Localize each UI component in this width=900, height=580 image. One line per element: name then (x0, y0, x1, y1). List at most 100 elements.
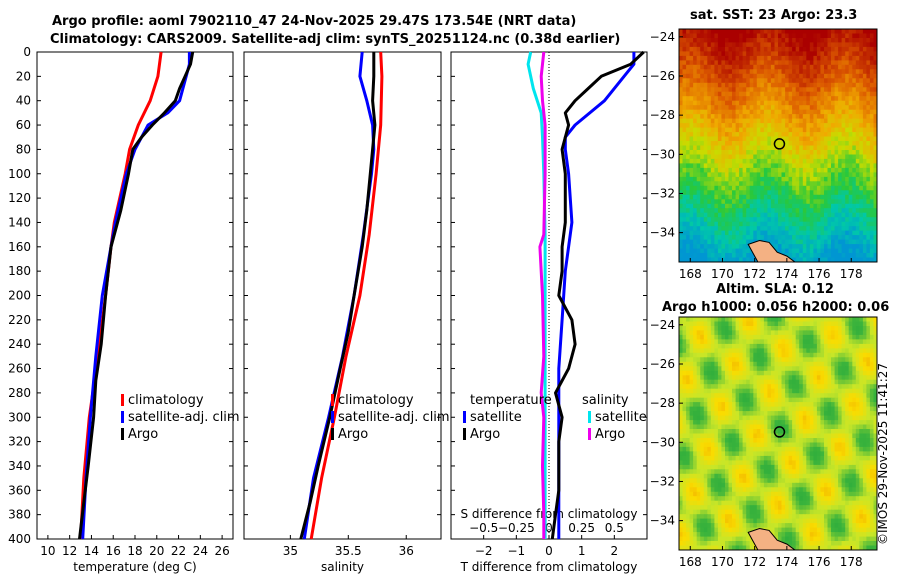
map-cell (813, 69, 818, 75)
map-cell (714, 87, 719, 93)
map-cell (859, 420, 864, 426)
map-cell (774, 46, 779, 52)
map-cell (852, 176, 857, 182)
map-cell (753, 51, 758, 57)
map-cell (845, 29, 850, 35)
map-cell (717, 199, 722, 205)
map-cell (869, 190, 874, 196)
map-cell (696, 397, 701, 403)
map-cell (816, 127, 821, 133)
map-cell (845, 366, 850, 372)
map-cell (717, 433, 722, 439)
map-cell (824, 455, 829, 461)
map-cell (707, 163, 712, 169)
map-cell (873, 433, 877, 439)
map-cell (714, 253, 719, 259)
map-cell (816, 73, 821, 79)
map-cell (802, 51, 807, 57)
map-cell (806, 384, 811, 390)
map-cell (689, 105, 694, 111)
map-cell (862, 438, 867, 444)
map-cell (742, 455, 747, 461)
map-cell (707, 203, 712, 209)
map-cell (834, 154, 839, 160)
map-cell (834, 136, 839, 142)
map-cell (838, 244, 843, 250)
map-cell (827, 127, 832, 133)
map-cell (852, 33, 857, 39)
map-cell (809, 78, 814, 84)
map-cell (852, 194, 857, 200)
map-cell (693, 38, 698, 44)
map-cell (813, 167, 818, 173)
map-cell (845, 429, 850, 435)
map-cell (831, 326, 836, 332)
map-cell (714, 199, 719, 205)
map-cell (785, 33, 790, 39)
map-cell (852, 379, 857, 385)
map-cell (700, 253, 705, 259)
map-cell (679, 203, 684, 209)
map-cell (739, 411, 744, 417)
map-cell (795, 203, 800, 209)
map-cell (774, 132, 779, 138)
map-cell (852, 235, 857, 241)
map-cell (824, 393, 829, 399)
map-cell (806, 424, 811, 430)
map-cell (827, 203, 832, 209)
map-cell (767, 330, 772, 336)
map-cell (866, 334, 871, 340)
map-cell (746, 424, 751, 430)
map-cell (831, 352, 836, 358)
map-cell (788, 55, 793, 61)
map-cell (774, 438, 779, 444)
map-cell (735, 393, 740, 399)
map-cell (693, 145, 698, 151)
map-cell (869, 199, 874, 205)
map-cell (770, 352, 775, 358)
map-cell (816, 424, 821, 430)
map-cell (703, 330, 708, 336)
map-cell (725, 433, 730, 439)
map-cell (770, 136, 775, 142)
map-cell (700, 123, 705, 129)
map-cell (806, 244, 811, 250)
map-cell (806, 154, 811, 160)
map-cell (834, 46, 839, 52)
map-cell (756, 379, 761, 385)
map-cell (717, 326, 722, 332)
map-cell (831, 230, 836, 236)
map-cell (693, 257, 698, 262)
map-cell (732, 158, 737, 164)
map-cell (873, 33, 877, 39)
map-cell (778, 190, 783, 196)
map-cell (682, 361, 687, 367)
map-cell (710, 253, 715, 259)
map-cell (721, 415, 726, 421)
map-cell (735, 212, 740, 218)
map-cell (827, 339, 832, 345)
map-cell (770, 190, 775, 196)
map-cell (703, 100, 708, 106)
map-cell (770, 199, 775, 205)
map-cell (689, 158, 694, 164)
map-cell (770, 64, 775, 70)
map-cell (693, 136, 698, 142)
map-cell (802, 375, 807, 381)
map-cell (682, 366, 687, 372)
map-cell (852, 388, 857, 394)
map-cell (732, 460, 737, 466)
map-cell (799, 402, 804, 408)
map-cell (873, 208, 877, 214)
map-cell (746, 357, 751, 363)
map-cell (746, 420, 751, 426)
map-cell (756, 384, 761, 390)
map-cell (728, 221, 733, 227)
map-cell (873, 38, 877, 44)
map-cell (838, 217, 843, 223)
map-cell (693, 208, 698, 214)
map-cell (838, 411, 843, 417)
map-cell (753, 181, 758, 187)
map-cell (852, 361, 857, 367)
map-cell (799, 235, 804, 241)
